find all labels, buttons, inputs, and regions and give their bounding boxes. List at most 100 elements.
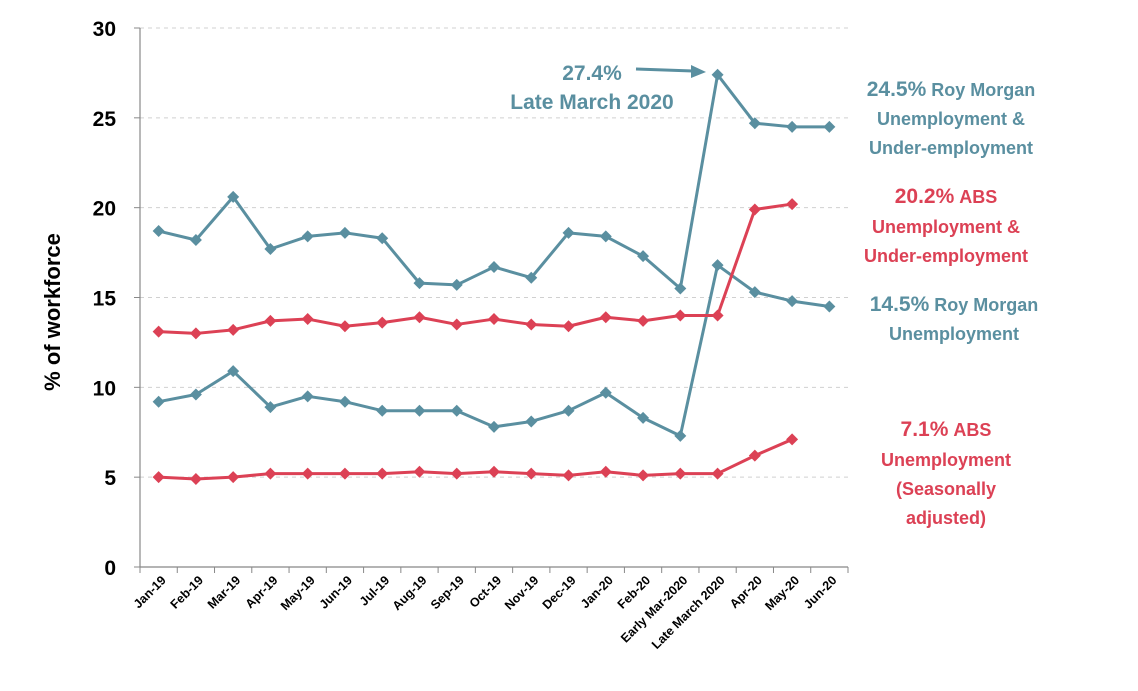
data-point (301, 313, 314, 326)
series-line (158, 438, 793, 481)
data-point (637, 314, 650, 327)
data-point (786, 198, 799, 211)
data-point (450, 318, 463, 331)
rm-u-line2: Unemployment (889, 324, 1019, 344)
abs-u-value: 7.1% (901, 418, 949, 441)
data-point (264, 401, 277, 414)
y-tick-label: 10 (93, 377, 116, 400)
data-point (562, 404, 575, 417)
data-point (786, 295, 799, 308)
series-line (158, 263, 830, 438)
rm-u-value: 14.5% (870, 293, 930, 316)
x-tick-label: Feb-19 (168, 573, 206, 611)
x-tick-label: May-20 (762, 573, 802, 613)
abs-uu-name: ABS (959, 187, 997, 207)
data-point (711, 467, 724, 480)
data-point (599, 230, 612, 243)
x-tick-label: Dec-19 (540, 573, 579, 612)
rm-uu-name: Roy Morgan (931, 80, 1035, 100)
abs-u-line1: 7.1% ABS (901, 418, 992, 441)
data-point (599, 386, 612, 399)
data-point (189, 327, 202, 340)
data-point (711, 259, 724, 272)
y-axis-label: % of workforce (40, 233, 65, 391)
data-point (599, 465, 612, 478)
abs-uu-value: 20.2% (895, 185, 955, 208)
data-point (748, 449, 761, 462)
data-point (189, 472, 202, 485)
x-tick-label: Apr-20 (727, 573, 765, 611)
data-point (450, 467, 463, 480)
data-point (338, 467, 351, 480)
data-point (189, 234, 202, 247)
peak-arrow-head (691, 65, 706, 78)
peak-arrow-line (635, 67, 694, 73)
data-point (376, 467, 389, 480)
data-point (674, 282, 687, 295)
data-point (413, 277, 426, 290)
rm-uu-line2: Unemployment & (877, 109, 1025, 129)
data-point (562, 469, 575, 482)
rm-u-line1: 14.5% Roy Morgan (870, 293, 1039, 316)
x-tick-label: Oct-19 (467, 573, 504, 610)
abs-u-line3: (Seasonally (896, 479, 996, 499)
x-tick-label: Early Mar-2020 (618, 573, 690, 645)
data-point (823, 300, 836, 313)
data-point (786, 120, 799, 133)
data-point (711, 309, 724, 322)
x-tick-label: Mar-19 (205, 573, 243, 611)
data-point (525, 318, 538, 331)
data-point (227, 323, 240, 336)
y-tick-label: 20 (93, 198, 116, 221)
data-point (637, 469, 650, 482)
x-tick-label: Apr-19 (243, 573, 281, 611)
abs-uu-line2: Unemployment & (872, 217, 1020, 237)
abs-u-name: ABS (953, 420, 991, 440)
data-point (786, 433, 799, 446)
data-point (525, 415, 538, 428)
data-point (562, 320, 575, 333)
abs-u-line4: adjusted) (906, 508, 986, 528)
series-line (158, 202, 793, 335)
data-point (674, 467, 687, 480)
x-tick-label: May-19 (278, 573, 318, 613)
x-tick-label: Aug-19 (390, 573, 430, 613)
data-point (264, 314, 277, 327)
abs-underemployment-annotation: 20.2% ABS Unemployment & Under-employment (864, 185, 1028, 266)
series-1 (152, 259, 836, 442)
data-point (152, 225, 165, 238)
x-tick-label: Sep-19 (428, 573, 467, 612)
data-point (748, 203, 761, 216)
data-point (264, 242, 277, 255)
x-tick-label: Nov-19 (502, 573, 541, 612)
data-point (450, 278, 463, 291)
data-point (562, 226, 575, 239)
data-point (152, 395, 165, 408)
peak-value: 27.4% (562, 62, 622, 85)
peak-annotation: 27.4% Late March 2020 (510, 62, 706, 114)
abs-u-line2: Unemployment (881, 450, 1011, 470)
data-point (711, 68, 724, 81)
data-point (189, 388, 202, 401)
data-point (450, 404, 463, 417)
data-point (599, 311, 612, 324)
series-group (152, 68, 836, 485)
rm-uu-line3: Under-employment (869, 138, 1033, 158)
y-tick-label: 30 (93, 18, 116, 41)
data-point (488, 465, 500, 478)
data-point (338, 226, 351, 239)
data-point (376, 232, 389, 245)
gridlines (140, 27, 848, 478)
y-tick-label: 15 (93, 288, 117, 311)
abs-uu-line3: Under-employment (864, 246, 1028, 266)
data-point (637, 250, 650, 263)
data-point (488, 420, 500, 433)
series-3 (152, 433, 799, 485)
data-point (227, 365, 240, 378)
data-point (748, 286, 761, 299)
data-point (264, 467, 277, 480)
rm-unemployment-annotation: 14.5% Roy Morgan Unemployment (870, 293, 1039, 344)
y-tick-label: 5 (104, 467, 116, 490)
data-point (525, 467, 538, 480)
rm-uu-line1: 24.5% Roy Morgan (867, 78, 1036, 101)
